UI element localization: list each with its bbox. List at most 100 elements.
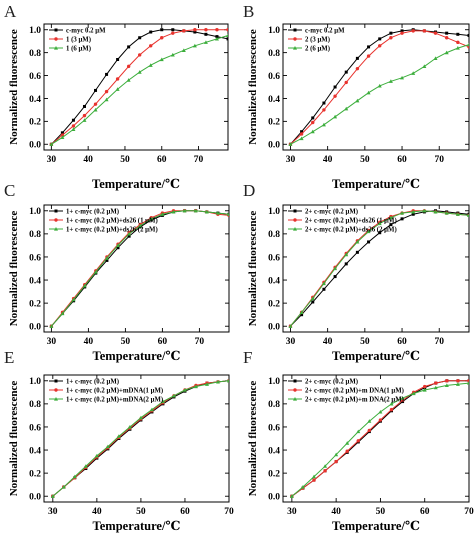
data-point [204, 28, 208, 32]
data-point [322, 108, 326, 112]
data-point [322, 287, 326, 291]
data-point [378, 231, 382, 235]
data-point [215, 35, 219, 39]
data-point [138, 415, 143, 420]
y-tick-label: 0.6 [29, 253, 41, 263]
y-tick-label: 0.2 [268, 118, 280, 128]
y-axis-label: Normalized fluorescence [8, 381, 20, 497]
data-point [93, 107, 98, 112]
x-tick-label: 50 [376, 507, 386, 517]
data-point [344, 262, 348, 266]
x-tick-label: 60 [157, 155, 167, 165]
data-point [226, 28, 228, 32]
y-tick-label: 0.2 [29, 469, 41, 479]
data-point [356, 439, 360, 443]
data-point [455, 382, 460, 386]
data-point [182, 29, 186, 33]
data-point [467, 381, 469, 385]
y-tick-label: 0.6 [268, 72, 280, 82]
x-tick-label: 40 [323, 337, 333, 347]
data-point [456, 32, 460, 36]
y-tick-label: 0.8 [29, 49, 41, 59]
legend-marker [293, 379, 297, 383]
data-point [126, 64, 131, 69]
legend-marker [54, 397, 58, 401]
legend-marker [54, 379, 58, 383]
data-point [115, 87, 120, 91]
data-point [445, 31, 449, 35]
data-point [389, 31, 393, 35]
data-point [311, 120, 315, 125]
data-point [344, 70, 348, 74]
data-point [289, 494, 294, 498]
data-point [71, 127, 76, 131]
y-tick-label: 0.8 [268, 49, 280, 59]
chart-panel-e: E 30 40 50 60 70 0.0 0.2 0.4 0.6 0.8 1.0 Temperature… [4, 348, 234, 533]
x-tick-label: 70 [194, 155, 204, 165]
data-point [389, 407, 394, 412]
data-point [333, 85, 337, 89]
data-point [160, 212, 165, 216]
data-point [171, 31, 175, 35]
panel-letter: C [4, 181, 15, 200]
data-point [433, 209, 438, 214]
data-point [170, 52, 175, 57]
panel-letter: B [243, 2, 254, 21]
data-point [127, 45, 131, 49]
x-tick-label: 50 [360, 337, 370, 347]
data-point [366, 54, 371, 58]
data-point [422, 208, 427, 213]
data-point [456, 379, 460, 383]
y-tick-label: 0.0 [268, 141, 280, 151]
data-point [193, 384, 198, 389]
chart-panel-a: A 30 40 50 60 70 0.0 0.2 0.4 0.6 0.8 1.0 Temperature… [4, 2, 229, 191]
data-point [104, 89, 109, 94]
data-point [388, 215, 393, 220]
data-point [422, 388, 427, 392]
y-tick-label: 0.0 [29, 141, 41, 151]
data-point [400, 31, 404, 35]
x-tick-label: 40 [323, 155, 333, 165]
data-point [93, 102, 98, 106]
y-tick-label: 0.4 [29, 446, 41, 456]
data-point [444, 36, 449, 40]
data-point [149, 216, 154, 221]
legend-marker [54, 37, 58, 41]
data-point [400, 29, 404, 33]
legend-entry: 1+ c-myc (0.2 μM)+ds26 (1 μM) [66, 217, 158, 224]
panel-letter: A [4, 2, 17, 21]
panel-letter: D [243, 181, 255, 200]
data-point [378, 409, 383, 414]
data-point [215, 379, 220, 384]
data-point [182, 208, 187, 213]
legend-entry: c-myc 0.2 μM [305, 27, 345, 34]
data-point [171, 393, 176, 398]
x-tick-label: 30 [47, 337, 57, 347]
data-point [227, 378, 229, 383]
y-tick-label: 0.8 [268, 230, 280, 240]
legend-entry: 1 (6 μM) [66, 45, 91, 52]
data-point [300, 484, 305, 489]
data-point [149, 30, 153, 34]
data-point [344, 252, 349, 257]
y-tick-label: 1.0 [29, 26, 41, 36]
data-point [333, 266, 338, 271]
x-tick-label: 30 [47, 155, 57, 165]
legend-marker [54, 388, 58, 392]
data-point [116, 58, 120, 62]
y-tick-label: 0.0 [268, 323, 280, 333]
x-tick-label: 30 [286, 155, 296, 165]
legend-entry: 2+ c-myc (0.2 μM) [305, 378, 358, 385]
legend-entry: 1+ c-myc (0.2 μM)+mDNA(1 μM) [66, 387, 163, 394]
data-point [367, 419, 372, 423]
x-tick-label: 60 [420, 507, 430, 517]
y-tick-label: 0.4 [268, 446, 280, 456]
y-axis-label: Normalized fluorescence [8, 29, 20, 145]
data-point [311, 116, 315, 120]
data-point [105, 72, 109, 76]
data-point [214, 36, 219, 41]
y-tick-label: 0.2 [29, 118, 41, 128]
data-point [366, 229, 371, 234]
data-point [138, 223, 143, 228]
